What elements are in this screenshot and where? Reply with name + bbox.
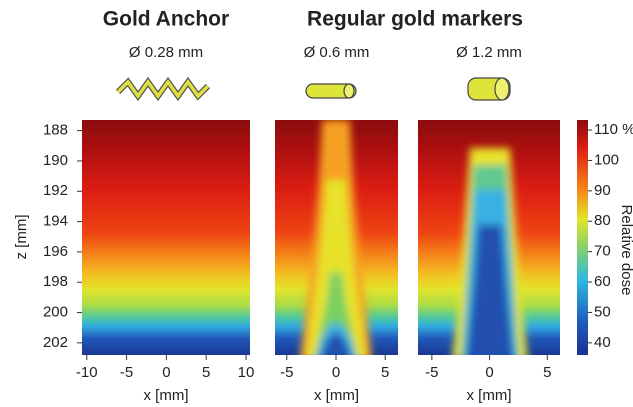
x-axis-label: x [mm] (144, 387, 189, 404)
y-tick-label: 192 (43, 182, 68, 199)
y-tick-label: 196 (43, 243, 68, 260)
y-tick-label: 200 (43, 304, 68, 321)
anchor-icon (116, 78, 210, 100)
heatmap (275, 120, 398, 355)
marker-icon (343, 83, 355, 99)
x-tick-label: -5 (120, 364, 133, 381)
x-axis-label: x [mm] (314, 387, 359, 404)
x-tick-label: 5 (543, 364, 551, 381)
y-tick-label: 194 (43, 213, 68, 230)
heatmap (418, 120, 560, 355)
heatmap (82, 120, 250, 355)
y-tick-label: 188 (43, 122, 68, 139)
colorbar-tick-label: 50 (594, 303, 611, 320)
y-tick-label: 198 (43, 273, 68, 290)
marker-icon (494, 77, 510, 101)
y-axis-label: z [mm] (13, 215, 30, 260)
colorbar-tick-label: 40 (594, 334, 611, 351)
x-axis-label: x [mm] (467, 387, 512, 404)
x-tick-label: 5 (381, 364, 389, 381)
x-tick-label: -5 (280, 364, 293, 381)
x-tick-label: 0 (332, 364, 340, 381)
colorbar-tick-label: 110 % (594, 121, 633, 138)
x-tick-label: -10 (76, 364, 98, 381)
diameter-label: Ø 0.28 mm (129, 44, 203, 61)
diameter-label: Ø 0.6 mm (304, 44, 370, 61)
colorbar (577, 120, 588, 355)
colorbar-tick-label: 60 (594, 273, 611, 290)
diameter-label: Ø 1.2 mm (456, 44, 522, 61)
x-tick-label: 10 (238, 364, 255, 381)
colorbar-tick-label: 100 (594, 151, 619, 168)
colorbar-tick-label: 80 (594, 212, 611, 229)
y-tick-label: 202 (43, 334, 68, 351)
x-tick-label: -5 (425, 364, 438, 381)
colorbar-tick-label: 70 (594, 243, 611, 260)
y-tick-label: 190 (43, 152, 68, 169)
title: Regular gold markers (307, 8, 523, 31)
title: Gold Anchor (103, 8, 229, 31)
x-tick-label: 0 (485, 364, 493, 381)
colorbar-tick-label: 90 (594, 182, 611, 199)
x-tick-label: 5 (202, 364, 210, 381)
marker-icon (305, 83, 357, 99)
colorbar-label: Relative dose (618, 205, 633, 296)
x-tick-label: 0 (162, 364, 170, 381)
